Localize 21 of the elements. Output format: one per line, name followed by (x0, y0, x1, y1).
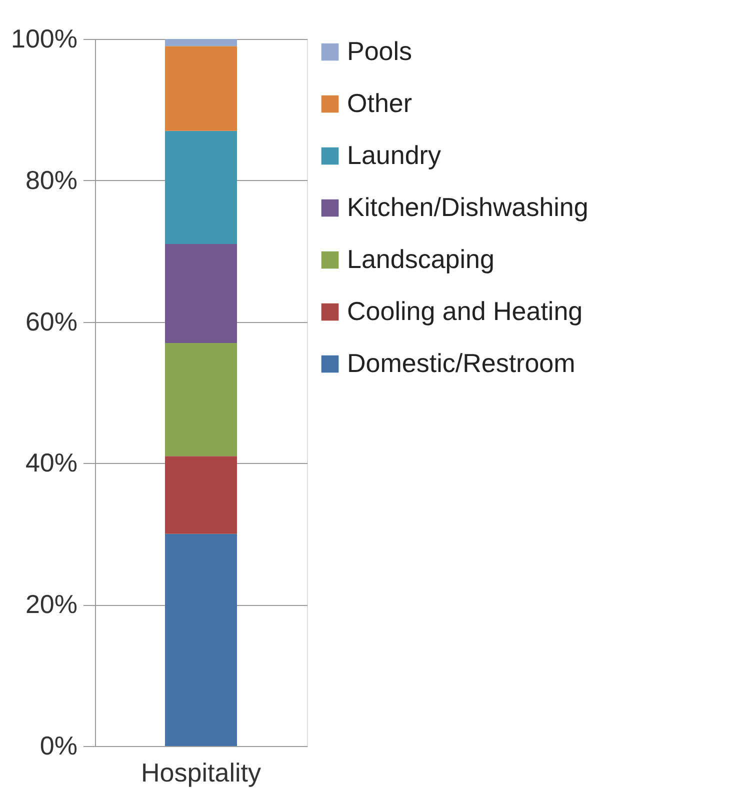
y-tick-label: 100% (11, 24, 78, 54)
bar (165, 456, 237, 534)
y-tick-label: 60% (25, 306, 78, 336)
bar (165, 534, 237, 746)
legend-label: Domestic/Restroom (347, 348, 576, 378)
y-tick-label: 80% (25, 164, 78, 195)
y-tick-label: 20% (25, 589, 78, 620)
bar (165, 130, 237, 244)
legend-label: Laundry (347, 140, 441, 170)
legend-label: Pools (347, 36, 412, 66)
bar (165, 46, 237, 131)
legend-label: Other (347, 88, 412, 118)
legend-label: Landscaping (347, 244, 494, 274)
y-tick-label: 40% (25, 448, 78, 478)
bar (165, 343, 237, 456)
y-tick-label: 0% (40, 730, 78, 760)
bar (165, 39, 237, 46)
x-tick-label: Hospitality (141, 758, 261, 788)
bar (165, 244, 237, 344)
legend-label: Cooling and Heating (347, 296, 583, 326)
legend-label: Kitchen/Dishwashing (347, 192, 588, 222)
